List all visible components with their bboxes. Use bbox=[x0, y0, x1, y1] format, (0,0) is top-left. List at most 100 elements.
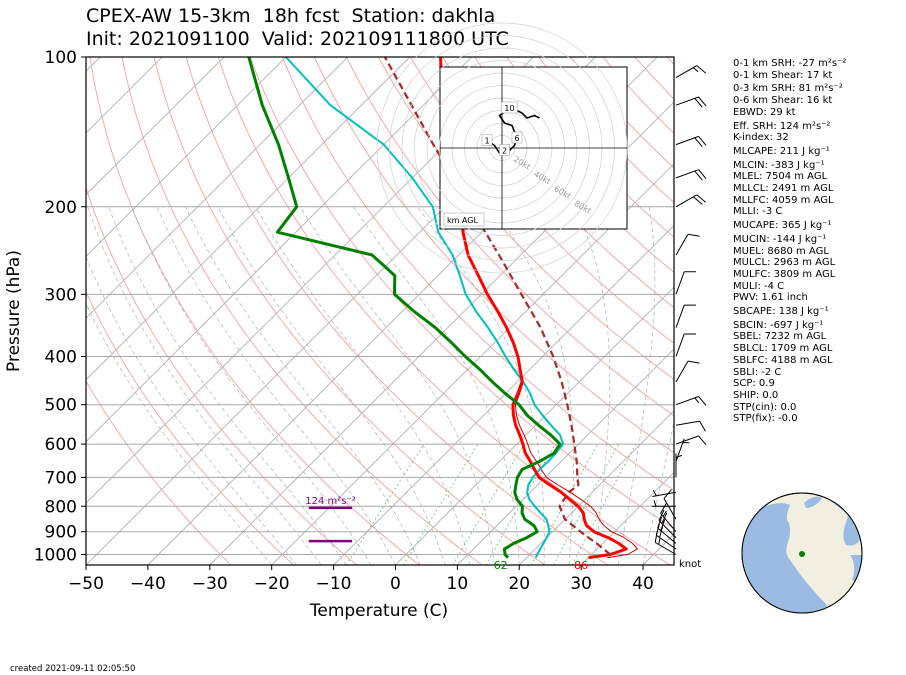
mixing-ratio-line bbox=[485, 443, 556, 565]
ocean-shape bbox=[804, 496, 822, 508]
moist-adiabat-line bbox=[573, 206, 611, 565]
wind-barb-flag bbox=[652, 489, 657, 497]
stat-line: Eff. SRH: 124 m²s⁻² bbox=[733, 120, 831, 132]
mixing-ratio-line bbox=[345, 443, 425, 565]
wind-barb-staff bbox=[675, 96, 699, 106]
isotherm-line bbox=[271, 163, 674, 565]
stat-line: PWV: 1.61 inch bbox=[733, 292, 808, 304]
stat-line: EBWD: 29 kt bbox=[733, 106, 796, 118]
isotherm-line bbox=[580, 471, 674, 565]
isotherm-line bbox=[209, 101, 674, 565]
hodograph-height-box bbox=[481, 134, 493, 146]
stat-line: MULI: -4 C bbox=[733, 280, 785, 292]
stat-line: 0-3 km SRH: 81 m²s⁻² bbox=[733, 83, 843, 95]
wind-barb-flag bbox=[694, 170, 703, 181]
x-tick-label: 0 bbox=[390, 574, 401, 594]
wind-barb-flag bbox=[698, 396, 707, 406]
station-marker bbox=[799, 551, 805, 557]
wind-barb bbox=[675, 438, 690, 462]
wind-barb bbox=[675, 420, 706, 432]
hodograph-height-box bbox=[511, 131, 523, 144]
wind-barb-staff bbox=[675, 333, 685, 357]
wind-barb-flag bbox=[662, 510, 667, 517]
stat-line: STP(fix): -0.0 bbox=[733, 413, 798, 425]
moist-adiabat-line bbox=[300, 206, 495, 565]
plot-frame bbox=[85, 56, 675, 566]
wind-barb bbox=[675, 96, 707, 108]
x-tick-label: −40 bbox=[130, 574, 166, 594]
wind-barb bbox=[675, 360, 700, 383]
wind-barb-flag bbox=[658, 509, 665, 521]
wind-barb-flag bbox=[657, 516, 663, 529]
wind-barb-staff bbox=[675, 420, 700, 426]
wind-barb-flag bbox=[653, 500, 657, 507]
stat-line: MLEL: 7504 m AGL bbox=[733, 171, 828, 183]
x-axis-label: Temperature (C) bbox=[309, 601, 448, 621]
wind-barb bbox=[675, 65, 707, 79]
x-tick-label: −10 bbox=[316, 574, 352, 594]
wind-barb-staff bbox=[660, 512, 677, 533]
x-tick-label: −50 bbox=[68, 574, 104, 594]
surface-value-labels: 62 86 bbox=[494, 559, 588, 572]
stat-line: MUCAPE: 365 J kg⁻¹ bbox=[733, 220, 832, 232]
y-tick-label: 500 bbox=[45, 396, 77, 416]
wind-barb-staff bbox=[675, 435, 699, 445]
wind-barb bbox=[675, 271, 696, 295]
stat-line: SHIP: 0.0 bbox=[733, 389, 779, 401]
chart-title-line-1: CPEX-AW 15-3km 18h fcst Station: dakhla bbox=[86, 5, 496, 27]
ocean-shape bbox=[850, 555, 862, 585]
x-tick-label: −30 bbox=[192, 574, 228, 594]
hodograph-unit-box bbox=[443, 212, 485, 227]
dry-adiabat-line bbox=[281, 57, 674, 491]
chart-title-line-2: Init: 2021091100 Valid: 202109111800 UTC bbox=[86, 28, 509, 50]
moist-adiabat-line bbox=[185, 206, 421, 565]
dry-adiabat-line bbox=[86, 290, 295, 565]
wind-barb-flag bbox=[698, 435, 707, 446]
stat-line: SBLFC: 4188 m AGL bbox=[733, 354, 833, 366]
wetbulb-profile-line bbox=[285, 57, 565, 559]
stat-line: MLLFC: 4059 m AGL bbox=[733, 194, 834, 206]
isotherm-line bbox=[86, 57, 225, 196]
dry-adiabat-line bbox=[442, 57, 674, 309]
wind-barb-flag bbox=[682, 442, 690, 444]
x-tick-label: 20 bbox=[508, 574, 530, 594]
y-tick-label: 300 bbox=[45, 285, 77, 305]
wind-barb-staff bbox=[663, 498, 677, 520]
dry-adiabat-line bbox=[859, 57, 906, 565]
x-tick-label: −20 bbox=[254, 574, 290, 594]
dry-adiabat-line bbox=[249, 57, 674, 529]
wind-barb-staff bbox=[675, 169, 699, 179]
dry-adiabat-line bbox=[121, 57, 483, 565]
moist-adiabat-line bbox=[255, 206, 471, 565]
moist-adiabat-line bbox=[156, 206, 396, 565]
y-tick-label: 200 bbox=[45, 198, 77, 218]
stat-line: MLCAPE: 211 J kg⁻¹ bbox=[733, 145, 830, 157]
stat-line: 0-6 km Shear: 16 kt bbox=[733, 95, 833, 107]
wind-barb-flag bbox=[675, 454, 683, 458]
isotherm-line bbox=[86, 57, 411, 381]
moist-adiabat-line bbox=[217, 206, 446, 565]
mixing-ratio-line bbox=[452, 443, 525, 565]
wind-barb-flag bbox=[684, 271, 696, 273]
stat-line: MUEL: 8680 m AGL bbox=[733, 245, 829, 257]
dry-adiabat-line bbox=[86, 380, 232, 565]
stat-line: K-index: 32 bbox=[733, 132, 789, 144]
stat-line: MUCIN: -144 J kg⁻¹ bbox=[733, 233, 827, 245]
wind-barb-flag bbox=[696, 65, 707, 74]
wind-barb bbox=[652, 500, 676, 507]
wind-barb-flag bbox=[696, 194, 707, 203]
dewpoint-surface-label: 62 bbox=[494, 559, 508, 572]
wind-barb-flag bbox=[698, 169, 707, 179]
stat-line: SCP: 0.9 bbox=[733, 378, 775, 390]
stat-line: MLLI: -3 C bbox=[733, 206, 783, 218]
created-timestamp: created 2021-09-11 02:05:50 bbox=[10, 664, 136, 674]
wind-barb-flag bbox=[660, 519, 666, 531]
mixing-ratio-line bbox=[553, 443, 619, 565]
wind-barb bbox=[675, 135, 707, 148]
wind-barb-flag bbox=[692, 67, 699, 73]
hodograph-unit-label: km AGL bbox=[447, 216, 479, 225]
x-tick-label: 40 bbox=[632, 574, 654, 594]
isotherm-line bbox=[86, 57, 163, 134]
